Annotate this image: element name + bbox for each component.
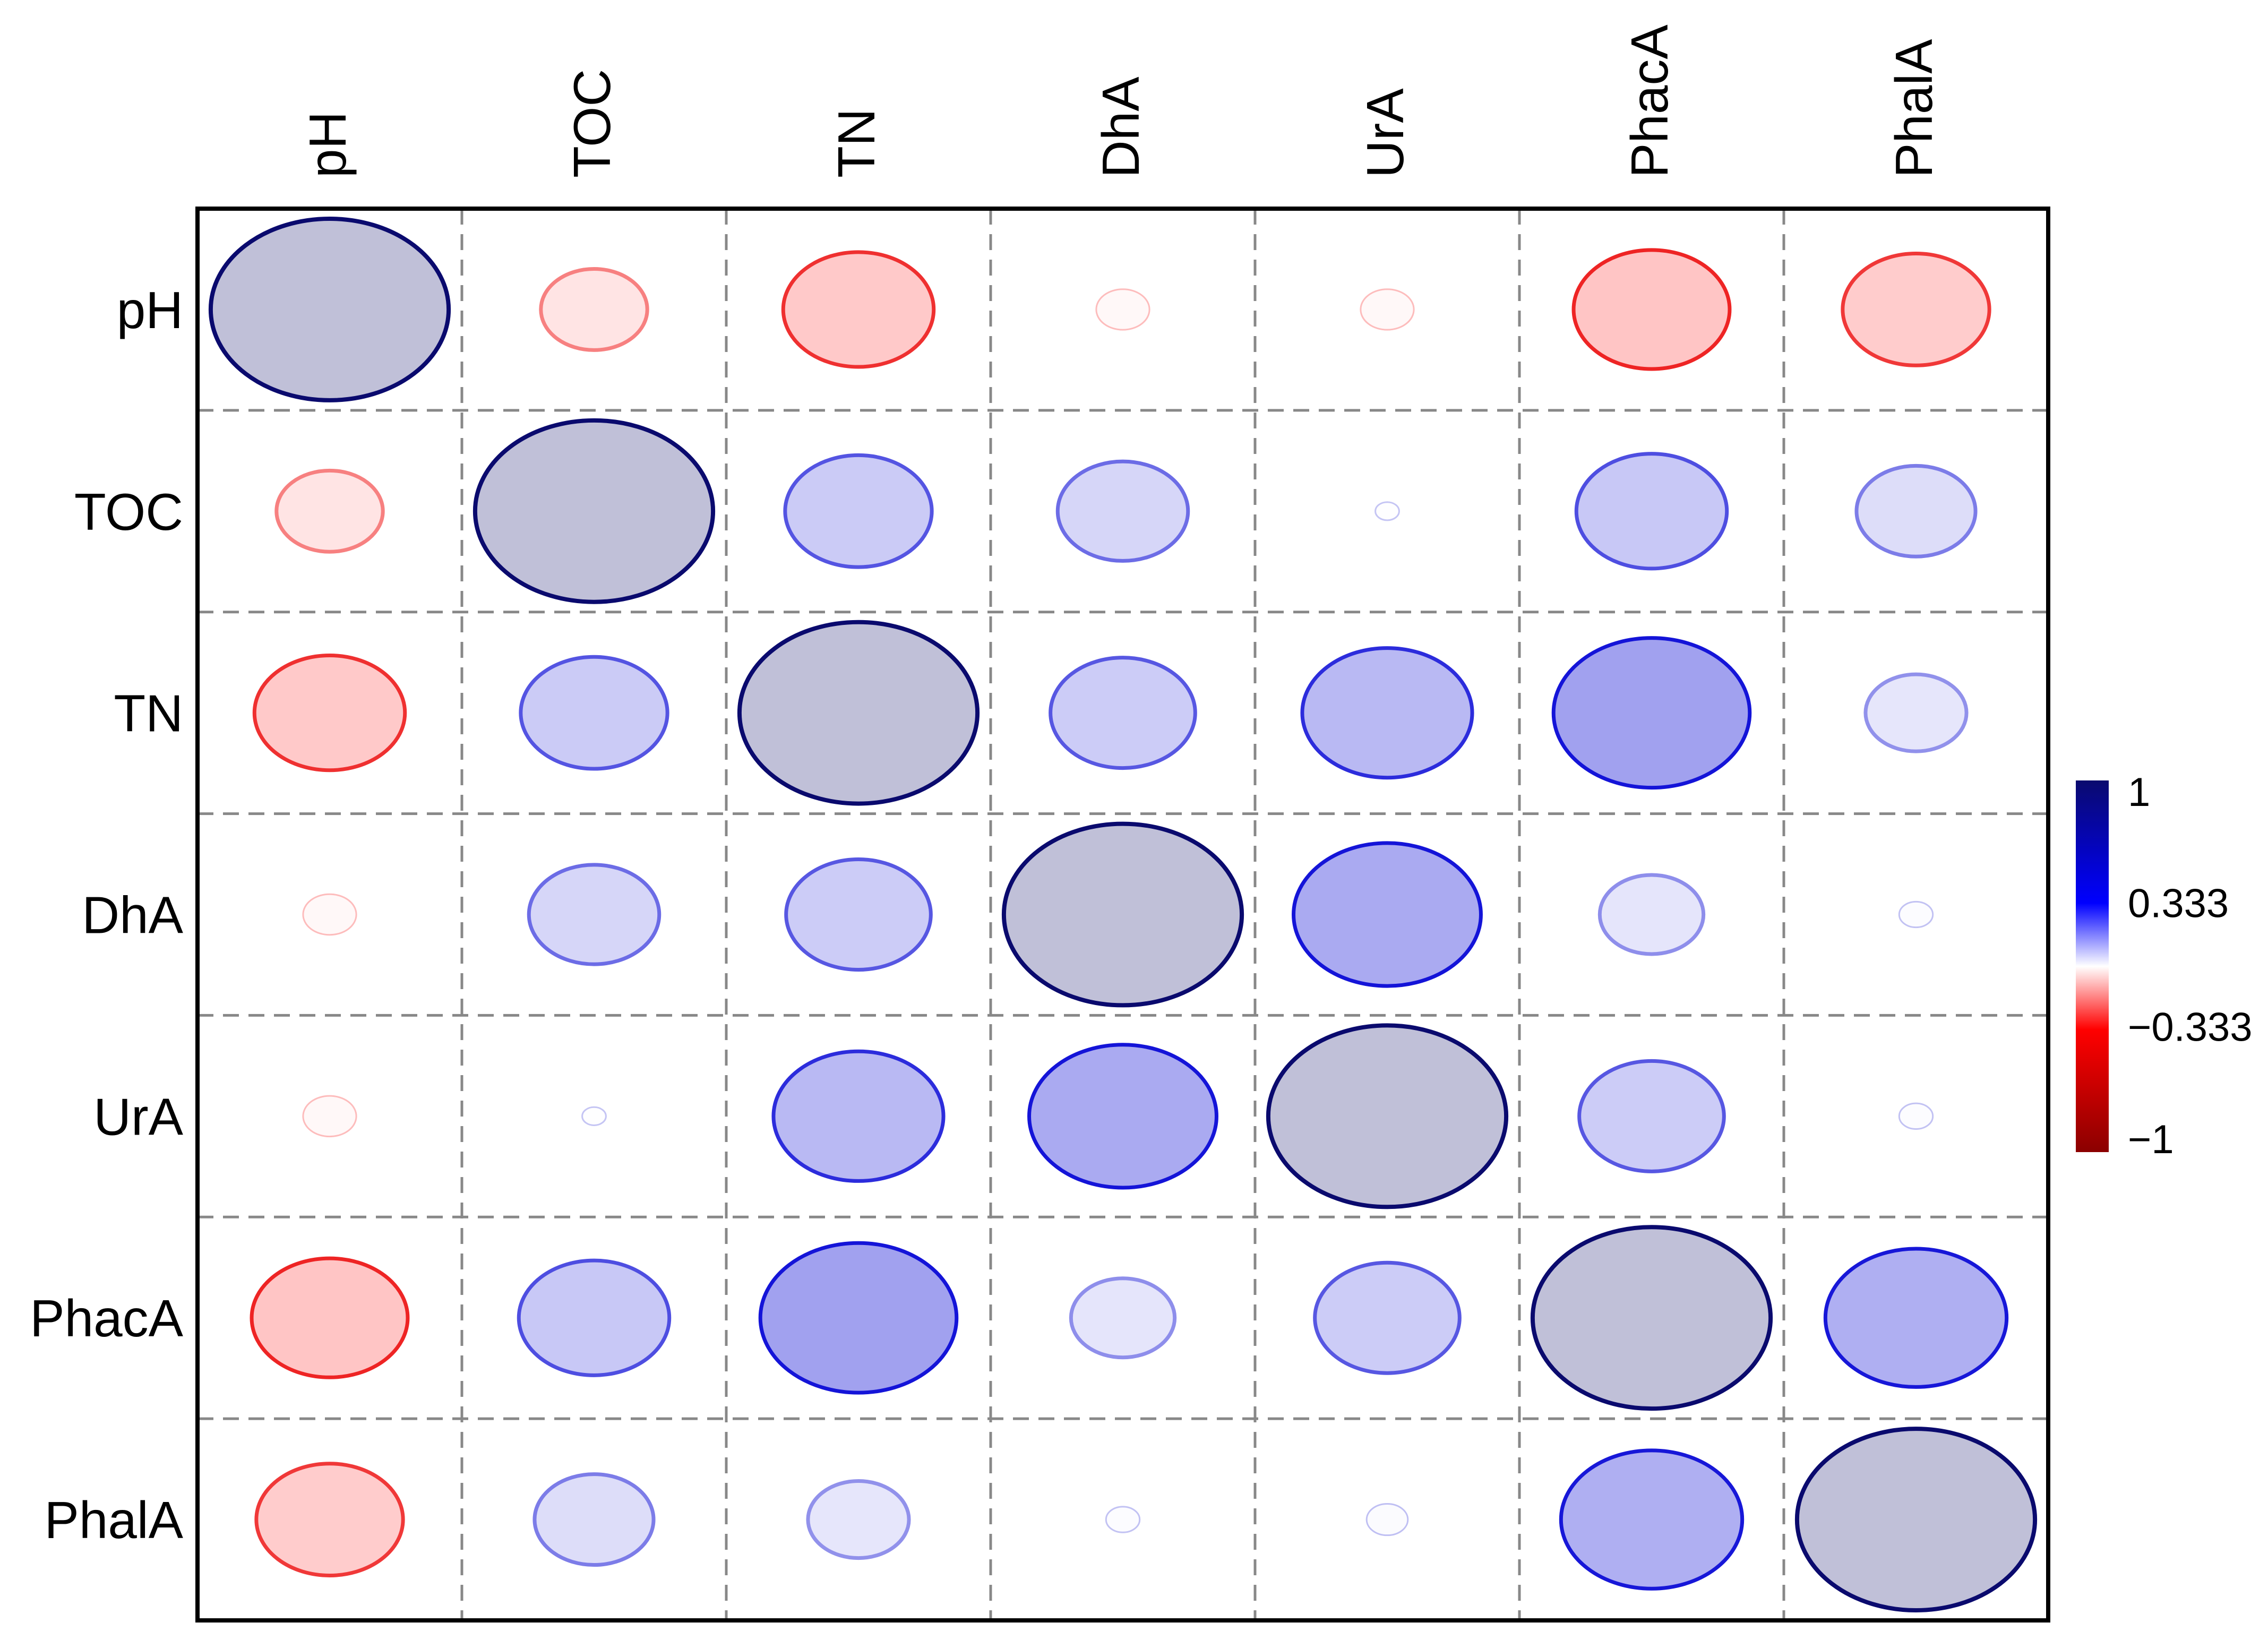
cell-tn-ura — [1300, 646, 1474, 780]
column-label-dha: DhA — [1092, 76, 1150, 178]
colorbar-tick-label: −1 — [2128, 1117, 2174, 1162]
cell-toc-toc — [472, 418, 716, 604]
cell-dha-toc — [527, 863, 662, 966]
cell-ura-toc — [581, 1106, 607, 1126]
column-label-phala: PhalA — [1885, 39, 1943, 178]
cell-toc-ura — [1374, 501, 1400, 521]
cell-toc-ph — [274, 468, 385, 554]
row-label-ph: pH — [117, 281, 183, 339]
cell-dha-phaca — [1597, 873, 1706, 956]
colorbar-tick-label: 1 — [2128, 770, 2150, 815]
cell-phaca-ura — [1313, 1260, 1462, 1375]
cell-tn-tn — [737, 620, 980, 806]
cell-toc-phaca — [1574, 452, 1729, 571]
colorbar — [2076, 780, 2109, 1152]
cell-phala-phala — [1794, 1427, 2038, 1613]
cell-dha-ph — [302, 893, 357, 936]
column-label-ura: UrA — [1356, 88, 1414, 178]
cell-tn-ph — [252, 654, 407, 772]
column-label-phaca: PhacA — [1620, 24, 1679, 178]
grid-lines — [197, 209, 2048, 1620]
row-label-toc: TOC — [74, 483, 183, 541]
cell-phaca-toc — [517, 1258, 672, 1377]
column-label-toc: TOC — [563, 69, 621, 178]
column-label-ph: pH — [298, 111, 357, 178]
cell-ph-tn — [781, 250, 936, 369]
cell-ph-phala — [1841, 252, 1991, 367]
cell-dha-tn — [784, 857, 933, 972]
column-labels: pH TOC TN DhA UrA PhacA PhalA — [298, 24, 1943, 178]
cell-ura-ura — [1266, 1023, 1509, 1209]
colorbar-tick-label: −0.333 — [2128, 1005, 2253, 1050]
cell-ph-ph — [208, 216, 451, 402]
cell-dha-ura — [1292, 841, 1483, 988]
cell-tn-phala — [1863, 672, 1969, 753]
plot-frame — [195, 207, 2050, 1623]
row-label-dha: DhA — [82, 886, 183, 945]
cell-toc-dha — [1055, 459, 1190, 563]
colorbar-tick-label: 0.333 — [2128, 881, 2229, 926]
cell-phala-ura — [1365, 1503, 1409, 1536]
cell-toc-phala — [1854, 463, 1978, 559]
row-label-ura: UrA — [93, 1087, 183, 1146]
cell-ura-dha — [1027, 1043, 1218, 1190]
cell-phaca-phaca — [1530, 1225, 1773, 1411]
cell-phala-dha — [1105, 1506, 1141, 1533]
cell-phaca-phala — [1823, 1247, 2009, 1389]
cell-tn-toc — [519, 655, 669, 771]
cell-tn-dha — [1049, 656, 1197, 770]
cell-ura-phaca — [1577, 1059, 1726, 1173]
cell-dha-dha — [1001, 821, 1244, 1008]
row-label-tn: TN — [114, 684, 183, 743]
row-label-phaca: PhacA — [30, 1289, 183, 1347]
cell-tn-phaca — [1551, 636, 1752, 790]
column-label-tn: TN — [827, 108, 886, 178]
cell-phaca-ph — [250, 1256, 410, 1379]
row-label-phala: PhalA — [44, 1491, 183, 1549]
cell-ph-ura — [1360, 288, 1415, 331]
cell-ura-tn — [771, 1049, 946, 1183]
cell-toc-tn — [783, 453, 934, 569]
cell-phala-toc — [532, 1472, 656, 1567]
cell-ph-toc — [539, 267, 649, 352]
cell-phaca-dha — [1069, 1276, 1177, 1360]
colorbar-ticks: 1 0.333 −0.333 −1 — [2128, 770, 2253, 1162]
cell-phala-phaca — [1559, 1448, 1745, 1591]
cell-phala-tn — [806, 1479, 911, 1560]
cell-dha-phala — [1898, 900, 1934, 929]
correlation-cells — [208, 216, 2038, 1613]
row-labels: pH TOC TN DhA UrA PhacA PhalA — [30, 281, 183, 1549]
cell-ph-phaca — [1571, 248, 1732, 371]
cell-ura-phala — [1898, 1102, 1934, 1130]
cell-ura-ph — [302, 1095, 357, 1138]
cell-phaca-tn — [758, 1241, 959, 1395]
cell-ph-dha — [1095, 288, 1150, 331]
cell-phala-ph — [254, 1462, 405, 1577]
